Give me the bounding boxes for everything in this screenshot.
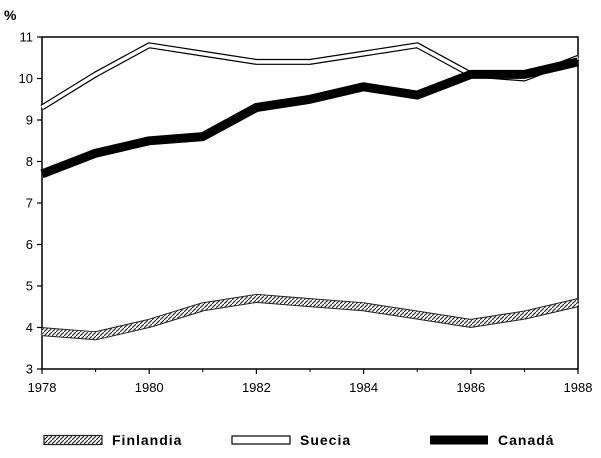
- y-tick-label: 10: [19, 71, 33, 86]
- y-axis-unit-label: %: [4, 7, 17, 23]
- y-tick-label: 4: [26, 320, 33, 335]
- y-tick-label: 8: [26, 154, 33, 169]
- y-tick-label: 5: [26, 279, 33, 294]
- legend-swatch: [231, 435, 291, 445]
- x-tick-label: 1982: [242, 380, 271, 395]
- legend-label: Finlandia: [112, 432, 182, 448]
- series-lines: [40, 42, 580, 341]
- series-canada: [40, 57, 580, 179]
- legend-item-suecia: Suecia: [231, 432, 351, 448]
- x-tick-label: 1980: [135, 380, 164, 395]
- y-tick-label: 3: [26, 362, 33, 377]
- legend: Finlandia Suecia Canadá: [43, 432, 555, 448]
- x-tick-label: 1986: [456, 380, 485, 395]
- y-tick-label: 9: [26, 113, 33, 128]
- y-tick-label: 7: [26, 196, 33, 211]
- legend-item-finlandia: Finlandia: [43, 432, 182, 448]
- legend-swatch: [43, 434, 103, 446]
- x-tick-label: 1988: [564, 380, 593, 395]
- legend-label: Suecia: [300, 432, 351, 448]
- x-axis: 1978 1980 1982 1984 1986 1988: [28, 369, 593, 395]
- x-tick-label: 1984: [349, 380, 378, 395]
- x-tick-label: 1978: [28, 380, 57, 395]
- legend-label: Canadá: [498, 432, 555, 448]
- y-tick-label: 6: [26, 237, 33, 252]
- legend-swatch: [430, 435, 488, 445]
- y-axis: 3 4 5 6 7 8 9 10 11: [19, 30, 42, 377]
- series-finlandia: [41, 293, 580, 341]
- y-tick-label: 11: [20, 30, 34, 45]
- legend-item-canada: Canadá: [430, 432, 555, 448]
